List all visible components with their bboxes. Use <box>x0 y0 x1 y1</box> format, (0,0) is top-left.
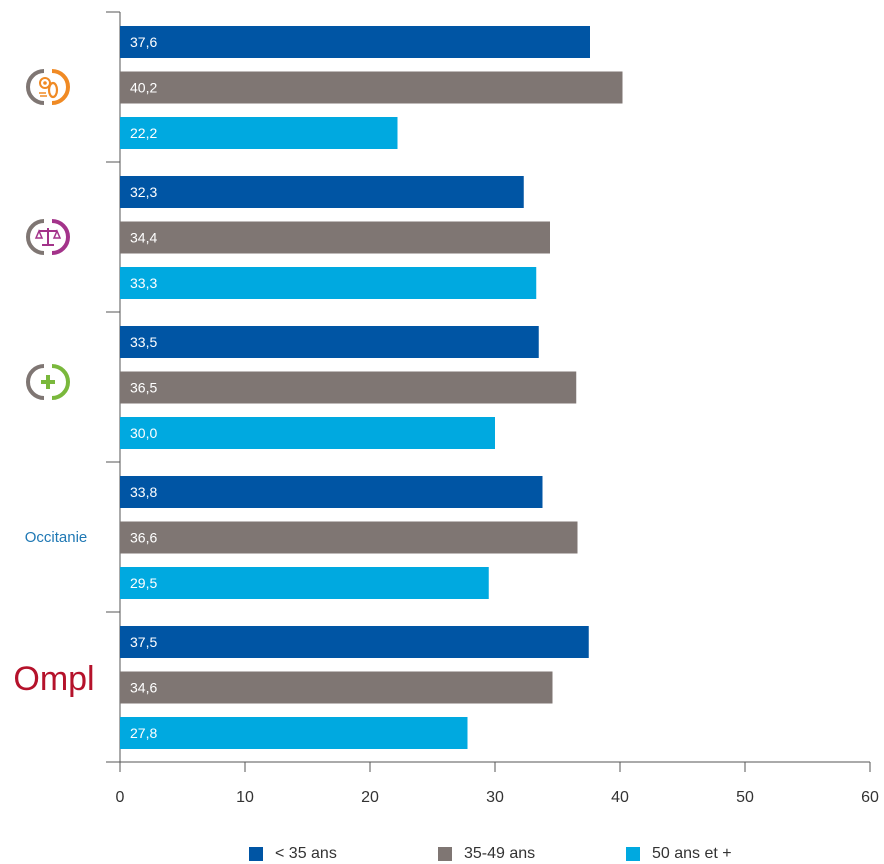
x-tick-label: 40 <box>611 789 629 806</box>
data-label: 37,6 <box>130 34 157 50</box>
svg-text:Ompl: Ompl <box>13 660 94 698</box>
data-label: 22,2 <box>130 125 157 141</box>
legend-label: < 35 ans <box>275 845 337 862</box>
bar <box>120 71 623 104</box>
data-label: 33,8 <box>130 484 157 500</box>
data-label: 32,3 <box>130 184 157 200</box>
bar <box>120 717 468 749</box>
bar <box>120 267 537 299</box>
data-label: 40,2 <box>130 80 157 96</box>
x-tick-label: 0 <box>116 789 125 806</box>
bar <box>120 26 590 58</box>
data-label: 36,6 <box>130 530 157 546</box>
legend-swatch <box>438 847 452 861</box>
x-tick-label: 20 <box>361 789 379 806</box>
professions-juridiques-icon <box>26 219 70 255</box>
bar <box>120 476 543 508</box>
bar <box>120 521 578 554</box>
legend-item-35-49: 35-49 ans <box>438 844 535 864</box>
legend-label: 50 ans et + <box>652 845 732 862</box>
ompl-logo: Ompl <box>13 660 94 698</box>
bar <box>120 326 539 358</box>
bar <box>120 371 577 404</box>
bar <box>120 117 398 149</box>
data-label: 37,5 <box>130 634 157 650</box>
data-label: 36,5 <box>130 380 157 396</box>
x-tick-label: 50 <box>736 789 754 806</box>
bar <box>120 626 589 658</box>
category-label-occitanie: Occitanie <box>25 529 88 546</box>
data-label: 34,6 <box>130 680 157 696</box>
x-tick-label: 60 <box>861 789 879 806</box>
data-label: 33,5 <box>130 334 157 350</box>
chart-bars: 37,6 40,2 22,2 32,3 34,4 33,3 33,5 36,5 30,0 33,8… <box>120 26 623 749</box>
data-label: 27,8 <box>130 725 157 741</box>
professions-techniques-icon <box>26 69 70 105</box>
professions-sante-icon <box>26 364 70 400</box>
legend-item-50-plus: 50 ans et + <box>626 844 732 864</box>
x-tick-label: 10 <box>236 789 254 806</box>
legend-item-under-35: < 35 ans <box>249 844 337 864</box>
legend: < 35 ans 35-49 ans 50 ans et + <box>0 844 884 864</box>
legend-swatch <box>626 847 640 861</box>
bar <box>120 221 550 254</box>
bar <box>120 176 524 208</box>
legend-label: 35-49 ans <box>464 845 536 862</box>
x-tick-label: 30 <box>486 789 504 806</box>
data-label: 34,4 <box>130 230 157 246</box>
x-axis-ticks: 0 10 20 30 40 50 60 <box>116 762 879 806</box>
data-label: 29,5 <box>130 575 157 591</box>
bar <box>120 567 489 599</box>
bar <box>120 671 553 704</box>
data-label: 30,0 <box>130 425 157 441</box>
data-label: 33,3 <box>130 275 157 291</box>
legend-swatch <box>249 847 263 861</box>
bar <box>120 417 495 449</box>
